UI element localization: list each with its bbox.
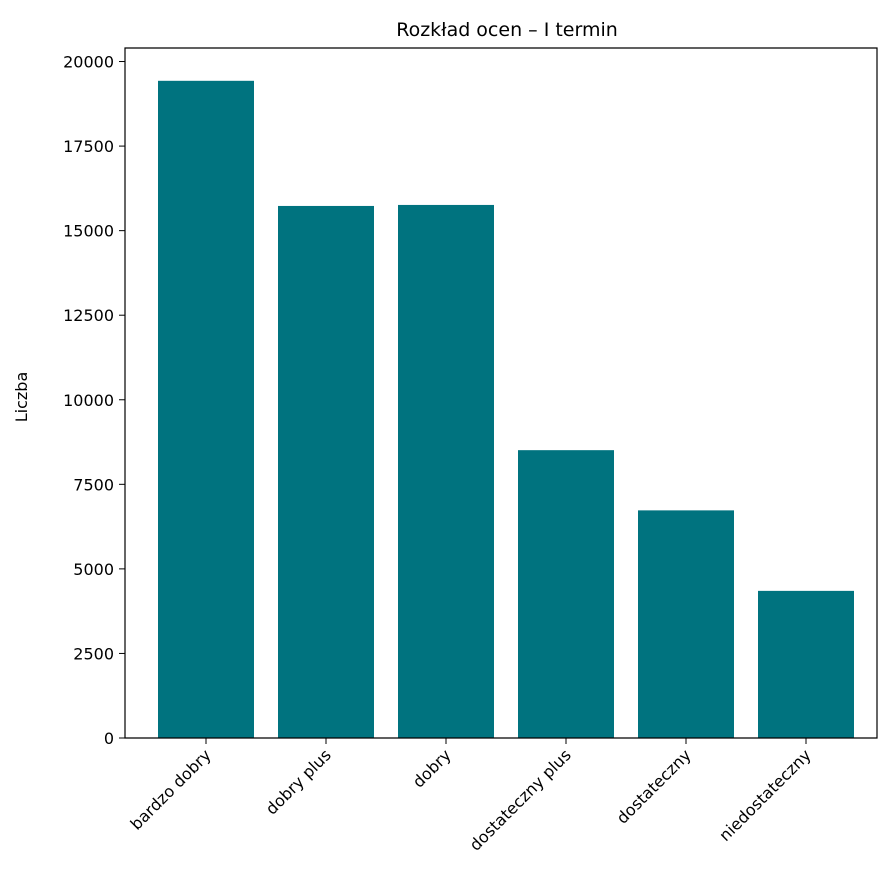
bar-dostateczny-plus: [518, 450, 614, 738]
y-tick-label: 5000: [73, 560, 114, 579]
bar-dostateczny: [638, 510, 734, 738]
x-tick-label: bardzo dobry: [127, 745, 215, 833]
y-tick-label: 20000: [63, 53, 114, 72]
bar-niedostateczny: [758, 590, 854, 738]
bars-group: [158, 80, 854, 739]
x-tick-label: dobry plus: [262, 745, 335, 818]
y-axis-label: Liczba: [12, 372, 31, 423]
x-tick-label: dostateczny plus: [466, 745, 575, 854]
x-axis-ticks: bardzo dobry dobry plus dobry dostateczny p…: [127, 738, 815, 855]
bar-dobry-plus: [278, 205, 374, 739]
y-axis-ticks: 0 2500 5000 7500 10000 12500 15000 17500 20000: [63, 53, 125, 748]
x-tick-label: dobry: [409, 745, 455, 791]
y-tick-label: 17500: [63, 137, 114, 156]
y-tick-label: 12500: [63, 306, 114, 325]
bar-bardzo-dobry: [158, 80, 254, 738]
y-tick-label: 2500: [73, 644, 114, 663]
plot-frame: [124, 47, 878, 739]
x-tick-label: dostateczny: [613, 745, 695, 827]
bar-dobry: [398, 204, 494, 739]
y-tick-label: 0: [104, 729, 114, 748]
x-tick-label: niedostateczny: [715, 745, 815, 845]
chart-title: Rozkład ocen – I termin: [396, 19, 618, 41]
y-tick-label: 10000: [63, 391, 114, 410]
y-tick-label: 15000: [63, 222, 114, 241]
y-tick-label: 7500: [73, 475, 114, 494]
